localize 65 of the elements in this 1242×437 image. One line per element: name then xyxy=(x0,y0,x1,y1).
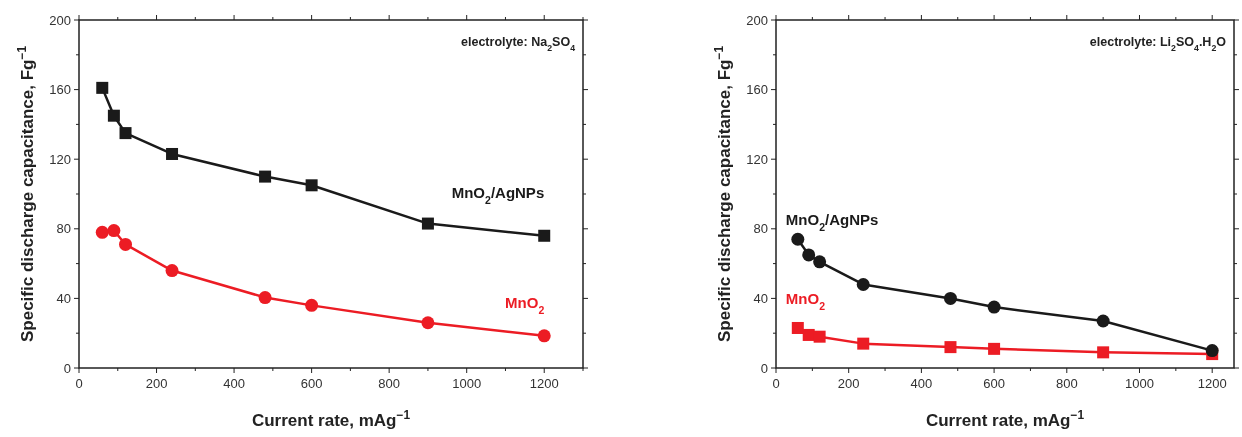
y-tick-label: 80 xyxy=(753,221,768,237)
x-axis-title: Current rate, mAg$^{−1}$ xyxy=(251,408,411,430)
x-tick-label: 800 xyxy=(378,376,401,391)
point xyxy=(305,298,319,312)
x-tick-label: 1000 xyxy=(452,376,482,391)
y-tick-label: 160 xyxy=(49,82,71,98)
point xyxy=(1097,346,1110,359)
x-tick-label: 200 xyxy=(837,376,860,391)
point xyxy=(791,232,805,246)
point xyxy=(791,321,804,334)
point xyxy=(537,329,551,343)
point xyxy=(166,147,179,160)
y-tick-label: 0 xyxy=(760,360,768,376)
series-label: MnO$_{2}$ xyxy=(505,293,545,316)
y-tick-label: 200 xyxy=(49,12,71,28)
point xyxy=(258,291,272,305)
annotation: electrolyte: Li$_{2}$SO$_{4}$.H$_{2}$O xyxy=(1089,35,1227,53)
point xyxy=(165,264,179,278)
point xyxy=(802,248,816,262)
y-tick-label: 160 xyxy=(746,82,768,98)
point xyxy=(421,217,434,230)
point xyxy=(259,170,272,183)
point xyxy=(421,316,435,330)
point xyxy=(944,341,957,354)
annotation: electrolyte: Na$_{2}$SO$_{4}$ xyxy=(461,35,576,53)
x-tick-label: 200 xyxy=(145,376,168,391)
point xyxy=(107,224,121,238)
x-tick-label: 800 xyxy=(1055,376,1078,391)
x-tick-label: 0 xyxy=(75,376,83,391)
x-tick-label: 1200 xyxy=(1197,376,1227,391)
point xyxy=(1205,344,1219,358)
series-label: MnO$_{2}$/AgNPs xyxy=(451,183,545,206)
x-axis-title: Current rate, mAg$^{−1}$ xyxy=(925,408,1085,430)
point xyxy=(813,255,827,269)
y-tick-label: 120 xyxy=(49,151,71,167)
point xyxy=(987,300,1001,314)
point xyxy=(1096,314,1110,328)
point xyxy=(538,229,551,242)
series-label: MnO$_{2}$ xyxy=(785,289,826,312)
point xyxy=(857,337,870,350)
x-tick-label: 1200 xyxy=(529,376,559,391)
point xyxy=(107,109,120,122)
point xyxy=(856,277,870,291)
point xyxy=(813,330,826,343)
x-tick-label: 400 xyxy=(910,376,933,391)
point xyxy=(119,127,132,140)
point xyxy=(943,291,957,305)
x-tick-label: 600 xyxy=(983,376,1005,391)
point xyxy=(802,328,815,341)
y-tick-label: 120 xyxy=(746,151,768,167)
x-tick-label: 600 xyxy=(300,376,323,391)
y-tick-label: 40 xyxy=(56,290,71,306)
y-tick-label: 200 xyxy=(746,12,768,28)
x-tick-label: 400 xyxy=(223,376,245,391)
y-tick-label: 0 xyxy=(63,360,71,376)
y-tick-label: 40 xyxy=(753,290,768,306)
point xyxy=(95,225,109,239)
x-tick-label: 1000 xyxy=(1125,376,1154,391)
point xyxy=(96,81,109,94)
y-tick-label: 80 xyxy=(56,221,71,237)
point xyxy=(988,342,1001,355)
series-label: MnO$_{2}$/AgNPs xyxy=(785,211,879,234)
point xyxy=(119,237,133,251)
x-tick-label: 0 xyxy=(772,376,780,391)
point xyxy=(305,179,318,192)
